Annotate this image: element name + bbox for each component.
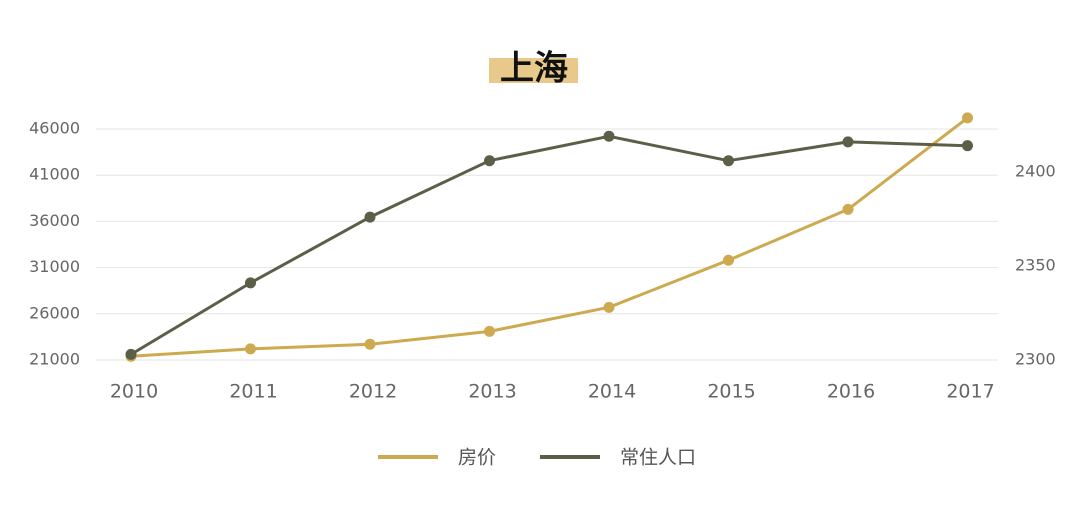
left-axis-tick-label: 31000: [29, 257, 80, 276]
x-axis-tick-label: 2010: [110, 381, 158, 403]
x-axis: 2010 2011 2012 2013 2014 2015 2016 2017: [110, 381, 995, 403]
data-point: [364, 211, 376, 223]
data-point: [842, 203, 854, 215]
legend-item-0: 房价: [378, 447, 496, 469]
right-axis-tick-label: 2300: [1015, 350, 1056, 369]
data-point: [484, 155, 495, 167]
x-axis-tick-label: 2013: [468, 381, 516, 403]
right-y-axis: 2300 2350 2400: [1015, 162, 1056, 369]
data-point: [603, 301, 615, 313]
data-point: [364, 338, 376, 350]
left-y-axis: 21000 26000 31000 36000 41000 46000: [29, 119, 80, 369]
series-1: [125, 130, 973, 360]
data-point: [962, 112, 973, 124]
chart-title: 上海: [500, 49, 568, 89]
series-line: [130, 116, 969, 358]
x-axis-tick-label: 2012: [349, 381, 397, 403]
title-highlight: [489, 58, 578, 83]
left-axis-tick-label: 21000: [29, 350, 80, 369]
data-point: [842, 136, 854, 148]
left-axis-tick-label: 36000: [29, 211, 80, 230]
left-axis-tick-label: 46000: [29, 119, 80, 138]
data-point: [603, 130, 615, 142]
data-point: [245, 277, 256, 289]
data-point: [723, 155, 734, 167]
data-point: [962, 140, 973, 152]
series-layer: [125, 112, 973, 362]
data-point: [125, 348, 137, 360]
left-axis-tick-label: 26000: [29, 303, 80, 322]
x-axis-tick-label: 2017: [946, 381, 994, 403]
x-axis-tick-label: 2016: [827, 381, 875, 403]
legend-item-1: 常住人口: [540, 447, 696, 469]
right-axis-tick-label: 2400: [1015, 162, 1056, 181]
x-axis-tick-label: 2011: [229, 381, 277, 403]
legend-label: 房价: [458, 447, 496, 469]
gridlines: [96, 128, 998, 361]
right-axis-tick-label: 2350: [1015, 256, 1056, 275]
legend: 房价 常住人口: [378, 447, 696, 469]
data-point: [723, 254, 734, 266]
x-axis-tick-label: 2015: [707, 381, 755, 403]
series-line: [130, 134, 968, 356]
x-axis-tick-label: 2014: [588, 381, 636, 403]
data-point: [245, 343, 256, 355]
left-axis-tick-label: 41000: [29, 165, 80, 184]
legend-label: 常住人口: [620, 447, 696, 469]
data-point: [484, 325, 495, 337]
